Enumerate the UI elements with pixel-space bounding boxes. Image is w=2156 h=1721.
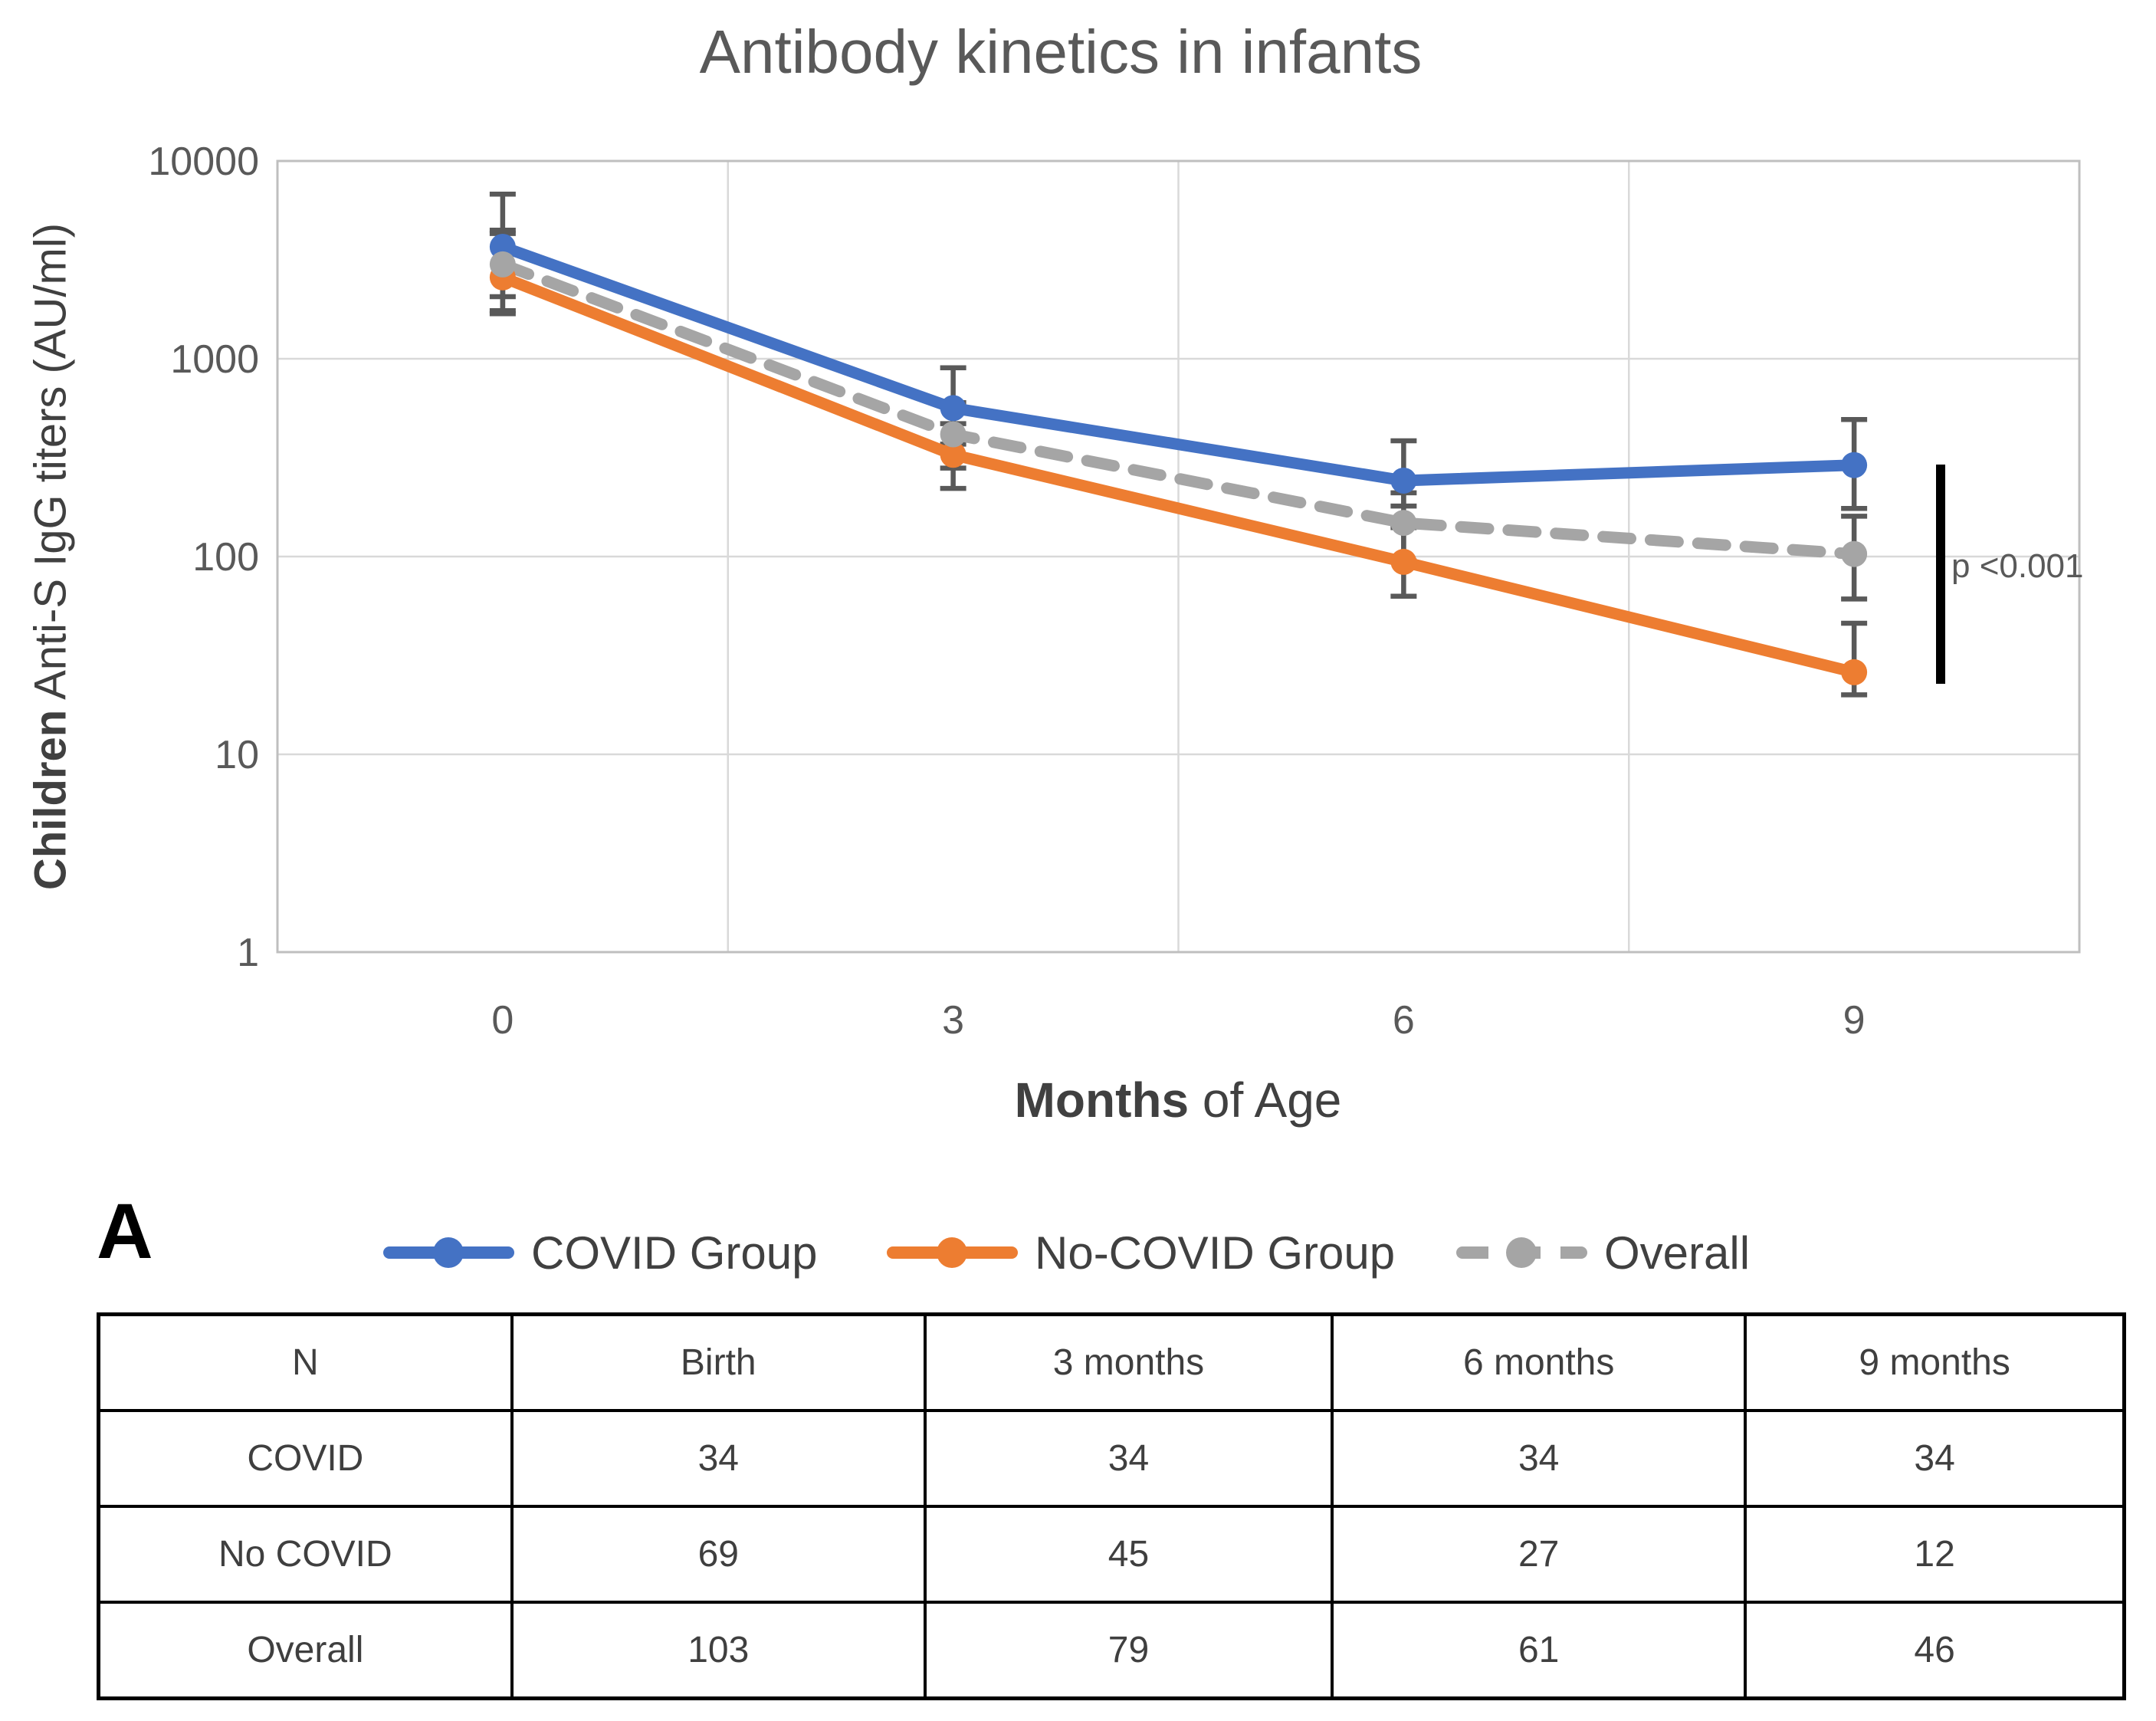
table-cell: 46 <box>1744 1601 2126 1700</box>
table-cell: 27 <box>1331 1505 1747 1604</box>
y-tick-label: 1000 <box>170 337 259 382</box>
series-line-covid-group <box>497 241 1860 487</box>
chart-title: Antibody kinetics in infants <box>699 18 1423 86</box>
table-header-cell: Birth <box>510 1312 927 1412</box>
data-point-marker <box>1390 510 1417 537</box>
legend-item-covid-group: COVID Group <box>383 1227 818 1279</box>
overall-dashed-line-marker-icon <box>1456 1230 1587 1276</box>
y-tick-label: 10 <box>215 733 259 777</box>
legend-label-overall: Overall <box>1604 1227 1751 1279</box>
legend-item-overall: Overall <box>1456 1227 1751 1279</box>
data-point-marker <box>1841 540 1868 567</box>
table-cell: 34 <box>1744 1409 2126 1508</box>
table-cell: 12 <box>1744 1505 2126 1604</box>
row-label-cell: COVID <box>97 1409 514 1508</box>
table-row-overall: Overall 103 79 61 46 <box>97 1601 2126 1700</box>
y-tick-label: 10000 <box>148 140 259 184</box>
table-header-cell: 9 months <box>1744 1312 2126 1412</box>
table-header-cell: 3 months <box>923 1312 1334 1412</box>
table-cell: 61 <box>1331 1601 1747 1700</box>
y-tick-label: 1 <box>237 931 259 975</box>
x-axis-title: Months of Age <box>1015 1072 1342 1128</box>
y-axis-title-rest: Anti-S IgG titers (AU/ml) <box>25 222 76 710</box>
legend-label-no-covid-group: No-COVID Group <box>1035 1227 1396 1279</box>
table-cell: 69 <box>510 1505 927 1604</box>
legend-label-covid-group: COVID Group <box>531 1227 818 1279</box>
x-axis-title-bold: Months <box>1014 1072 1190 1128</box>
plot-border <box>276 159 2081 954</box>
significance-bar <box>1936 465 1945 684</box>
x-axis-title-rest: of Age <box>1189 1072 1342 1128</box>
table-cell: 45 <box>923 1505 1334 1604</box>
data-point-marker <box>1390 467 1417 494</box>
x-tick-label: 0 <box>491 998 514 1043</box>
table-cell: 34 <box>510 1409 927 1508</box>
data-point-marker <box>1841 659 1868 685</box>
table-cell: 79 <box>923 1601 1334 1700</box>
data-point-marker <box>1390 548 1417 575</box>
x-tick-label: 6 <box>1393 998 1415 1043</box>
table-cell: 103 <box>510 1601 927 1700</box>
data-point-marker <box>1841 452 1868 478</box>
y-tick-label: 100 <box>192 535 259 580</box>
x-tick-label: 9 <box>1843 998 1866 1043</box>
series-line-no-covid-group <box>497 271 1860 678</box>
panel-label-a: A <box>97 1187 153 1275</box>
sample-size-table: N Birth 3 months 6 months 9 months COVID… <box>97 1312 2126 1700</box>
table-header-cell: N <box>97 1312 514 1412</box>
data-point-marker <box>940 421 966 448</box>
data-point-marker <box>940 442 966 468</box>
table-row-no-covid: No COVID 69 45 27 12 <box>97 1505 2126 1604</box>
row-label-cell: No COVID <box>97 1505 514 1604</box>
table-row-covid: COVID 34 34 34 34 <box>97 1409 2126 1508</box>
legend-item-no-covid-group: No-COVID Group <box>887 1227 1396 1279</box>
y-axis-title: Children Anti-S IgG titers (AU/ml) <box>25 223 77 890</box>
table-header-cell: 6 months <box>1331 1312 1747 1412</box>
table-header-row: N Birth 3 months 6 months 9 months <box>97 1312 2126 1412</box>
x-tick-label: 3 <box>942 998 964 1043</box>
p-value-label: p <0.001 <box>1951 547 2084 585</box>
no-covid-group-line-marker-icon <box>887 1230 1018 1276</box>
table-cell: 34 <box>1331 1409 1747 1508</box>
y-axis-title-bold: Children <box>25 709 76 891</box>
covid-group-line-marker-icon <box>383 1230 514 1276</box>
table-cell: 34 <box>923 1409 1334 1508</box>
series-line-overall <box>497 258 1860 560</box>
data-point-marker <box>940 395 966 422</box>
row-label-cell: Overall <box>97 1601 514 1700</box>
data-point-marker <box>489 251 516 278</box>
